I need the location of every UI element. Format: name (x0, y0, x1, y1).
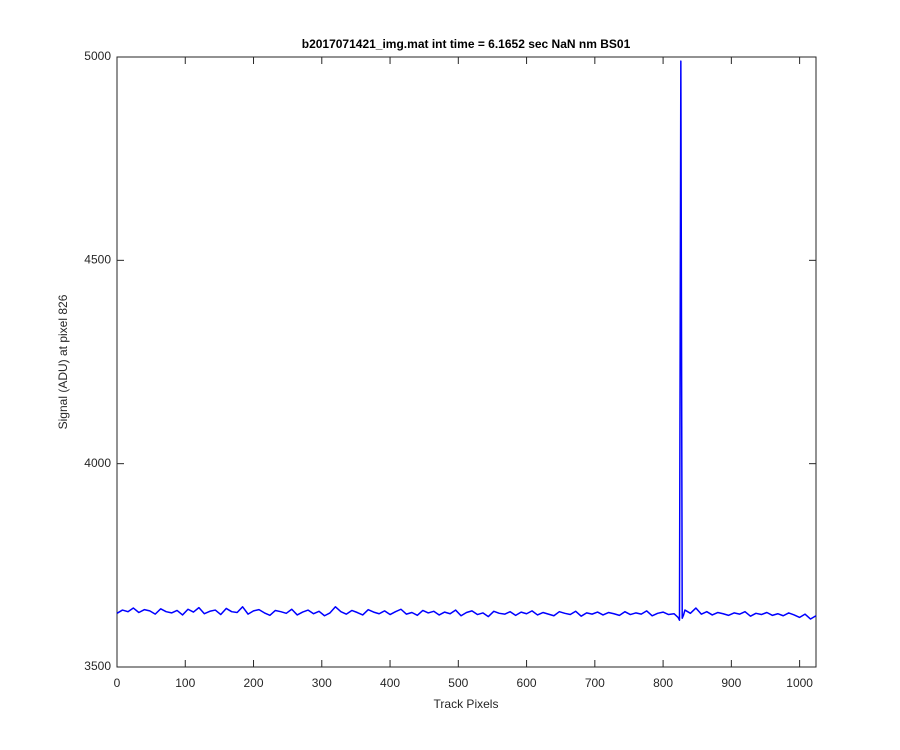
data-line (116, 60, 817, 621)
x-tick-label: 900 (721, 676, 741, 690)
y-tick-label: 4000 (84, 456, 111, 470)
x-tick-label: 0 (114, 676, 121, 690)
x-tick-label: 800 (653, 676, 673, 690)
y-tick-label: 3500 (84, 659, 111, 673)
y-tick-label: 4500 (84, 253, 111, 267)
x-tick-label: 600 (517, 676, 537, 690)
x-tick-label: 200 (244, 676, 264, 690)
plot-frame (116, 56, 817, 668)
x-axis-label: Track Pixels (434, 697, 499, 711)
y-tick-label: 5000 (84, 49, 111, 63)
x-tick-label: 100 (175, 676, 195, 690)
x-tick-label: 500 (448, 676, 468, 690)
chart-title: b2017071421_img.mat int time = 6.1652 se… (302, 37, 631, 51)
x-tick-label: 700 (585, 676, 605, 690)
y-axis-label: Signal (ADU) at pixel 826 (56, 294, 70, 429)
x-tick-label: 400 (380, 676, 400, 690)
x-tick-label: 300 (312, 676, 332, 690)
x-tick-label: 1000 (786, 676, 813, 690)
